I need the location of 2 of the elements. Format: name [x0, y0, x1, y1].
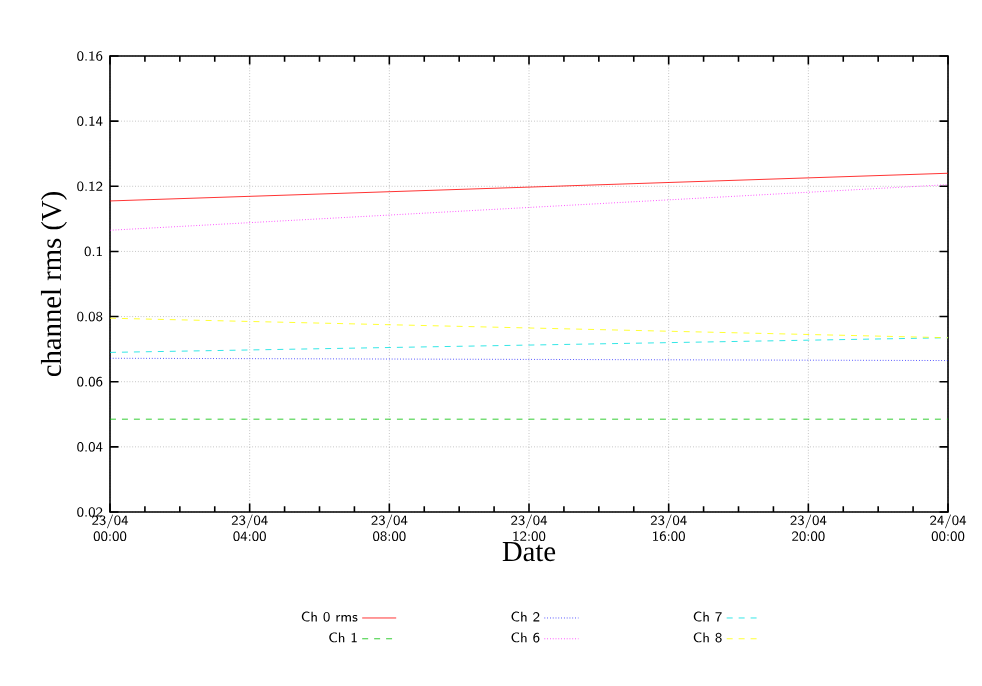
- y-axis-title: channel rms (V): [40, 192, 67, 377]
- x-axis-title: Date: [502, 542, 556, 562]
